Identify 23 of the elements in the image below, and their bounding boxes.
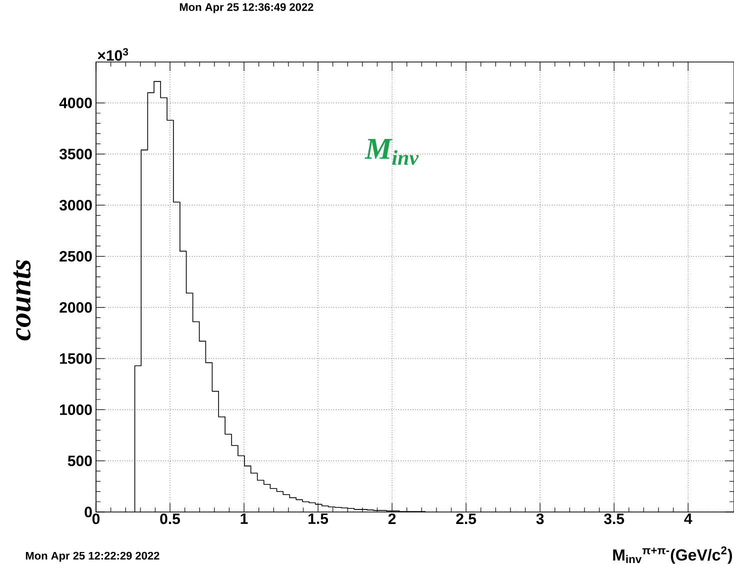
y-tick-label: 1500 [60,353,92,364]
y-tick-label: 3500 [59,148,92,160]
y-tick-label: 1000 [60,404,92,416]
y-tick-label: 2500 [60,250,92,262]
y-tick-label: 3000 [59,200,92,210]
y-axis-title: counts [13,260,31,340]
x-tick-label: 3.5 [604,514,624,524]
y-tick-label: 500 [68,456,92,466]
text: Mon Apr 25 12:22:29 2022 [26,552,160,562]
x-tick-label: 1 [240,514,248,524]
x-tick-label: 4 [684,514,692,524]
x-tick-label: 1.5 [308,514,328,524]
x-tick-label: 0.5 [160,514,180,524]
text: Mon Apr 25 12:36:49 2022 [180,3,314,14]
x-axis-title: M$_{inv}$$^{π+π-}$(GeV/c$^{2}$) [613,546,732,564]
x-tick-label: 0 [92,514,100,524]
y-tick-label: 2000 [60,302,92,313]
text: M$_{inv}$ [364,139,419,165]
x-tick-label: 3 [536,514,544,524]
y-tick-label: 4000 [59,98,92,108]
x-tick-label: 2 [388,514,396,524]
text: ×10$^{3}$ [98,48,128,61]
x-tick-label: 2.5 [456,514,476,524]
